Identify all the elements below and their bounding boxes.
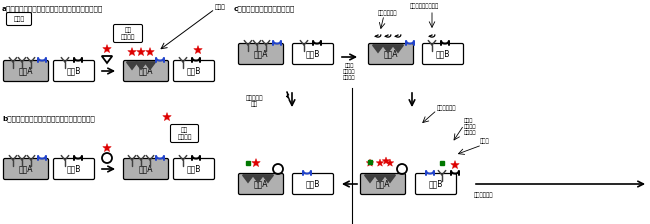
Text: 反応性官能基: 反応性官能基 <box>377 10 396 16</box>
FancyBboxPatch shape <box>361 174 406 194</box>
FancyBboxPatch shape <box>239 174 283 194</box>
FancyBboxPatch shape <box>292 43 333 65</box>
FancyBboxPatch shape <box>114 24 142 43</box>
Text: 細胞A: 細胞A <box>254 50 268 58</box>
Polygon shape <box>242 175 254 182</box>
Polygon shape <box>386 159 394 166</box>
Text: 細胞B: 細胞B <box>187 67 202 75</box>
Text: 細胞A: 細胞A <box>384 50 398 58</box>
Bar <box>369 160 372 164</box>
Polygon shape <box>383 45 393 52</box>
Text: 反応性官能基: 反応性官能基 <box>437 105 456 111</box>
Text: 細胞B: 細胞B <box>187 164 202 174</box>
FancyBboxPatch shape <box>6 13 31 26</box>
Polygon shape <box>372 45 384 52</box>
FancyBboxPatch shape <box>3 60 49 82</box>
FancyBboxPatch shape <box>124 159 168 179</box>
Text: 標識基: 標識基 <box>480 138 489 144</box>
Polygon shape <box>102 56 112 63</box>
FancyBboxPatch shape <box>3 159 49 179</box>
Text: 細胞B: 細胞B <box>306 50 320 58</box>
Text: 細胞A: 細胞A <box>254 179 268 189</box>
Polygon shape <box>103 144 111 152</box>
Polygon shape <box>146 47 154 56</box>
FancyBboxPatch shape <box>239 43 283 65</box>
Polygon shape <box>382 157 390 164</box>
FancyBboxPatch shape <box>422 43 463 65</box>
Text: 標識基: 標識基 <box>214 4 226 10</box>
Text: 弱い
相互作用: 弱い 相互作用 <box>177 127 192 140</box>
FancyBboxPatch shape <box>292 174 333 194</box>
Polygon shape <box>375 175 385 182</box>
Polygon shape <box>450 161 460 169</box>
Text: 高発現: 高発現 <box>14 16 25 22</box>
Text: 洗い流される: 洗い流される <box>474 192 493 198</box>
Polygon shape <box>366 159 374 166</box>
Polygon shape <box>162 112 172 121</box>
Bar <box>440 161 444 165</box>
Polygon shape <box>136 47 146 56</box>
Polygon shape <box>393 45 403 52</box>
Text: c本研究（高いコントラスト）: c本研究（高いコントラスト） <box>234 5 295 12</box>
Text: 一次的
相互作用
（強い）: 一次的 相互作用 （強い） <box>343 63 356 80</box>
Polygon shape <box>127 47 136 56</box>
Polygon shape <box>145 62 155 69</box>
Text: 細胞B: 細胞B <box>306 179 320 189</box>
FancyBboxPatch shape <box>174 159 214 179</box>
Polygon shape <box>376 159 384 166</box>
FancyBboxPatch shape <box>170 125 198 142</box>
Polygon shape <box>252 159 260 167</box>
Text: a強い相互作用を用いる場合（低いコントラスト）: a強い相互作用を用いる場合（低いコントラスト） <box>2 5 103 12</box>
Text: 細胞A: 細胞A <box>19 164 33 174</box>
Bar <box>246 161 250 165</box>
FancyBboxPatch shape <box>124 60 168 82</box>
Text: b弱い相互作用を用いる場合（低いシグナル）: b弱い相互作用を用いる場合（低いシグナル） <box>2 115 95 122</box>
Polygon shape <box>136 62 146 69</box>
FancyBboxPatch shape <box>369 43 413 65</box>
Text: プレターゲティング: プレターゲティング <box>410 3 439 9</box>
Text: 強い
相互作用: 強い 相互作用 <box>121 28 135 40</box>
Text: 細胞B: 細胞B <box>67 164 81 174</box>
FancyBboxPatch shape <box>415 174 456 194</box>
Text: 細胞B: 細胞B <box>436 50 450 58</box>
Text: 細胞A: 細胞A <box>376 179 390 189</box>
Text: 化学反応で
繋ぐ: 化学反応で 繋ぐ <box>245 95 263 107</box>
Polygon shape <box>253 175 263 182</box>
Text: 細胞A: 細胞A <box>19 67 33 75</box>
Polygon shape <box>385 175 395 182</box>
FancyBboxPatch shape <box>53 159 94 179</box>
Polygon shape <box>103 45 111 53</box>
Text: 細胞B: 細胞B <box>429 179 443 189</box>
Text: 二次的
相互作用
（弱い）: 二次的 相互作用 （弱い） <box>464 118 476 135</box>
Polygon shape <box>263 175 273 182</box>
Text: 細胞A: 細胞A <box>138 67 153 75</box>
FancyBboxPatch shape <box>53 60 94 82</box>
Polygon shape <box>127 62 137 69</box>
Polygon shape <box>194 45 202 54</box>
Text: 細胞A: 細胞A <box>138 164 153 174</box>
Text: 細胞B: 細胞B <box>67 67 81 75</box>
FancyBboxPatch shape <box>174 60 214 82</box>
Polygon shape <box>365 175 375 182</box>
